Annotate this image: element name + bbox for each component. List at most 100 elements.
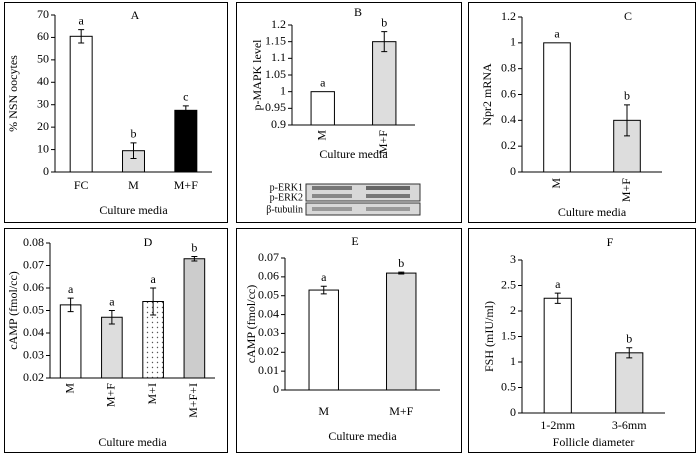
bar (174, 109, 198, 173)
error-bar (150, 287, 157, 316)
bar (101, 316, 123, 379)
error-bar (130, 142, 137, 160)
x-tick-label: M+I (145, 383, 159, 404)
x-tick-label: M (62, 383, 76, 394)
x-tick-label: M (128, 178, 139, 192)
y-tick-label: 0.01 (258, 363, 279, 377)
y-axis-label: FSH (mIU/ml) (482, 301, 496, 372)
bar (386, 272, 417, 391)
significance-letter: b (381, 15, 387, 29)
error-bar (78, 29, 85, 44)
x-tick-label: M (318, 404, 329, 418)
x-tick-label: M+F (104, 383, 118, 407)
error-bar (191, 256, 198, 262)
panel-title: F (607, 235, 614, 249)
bar (615, 352, 644, 414)
error-bar (67, 297, 74, 313)
error-bar (182, 105, 189, 116)
y-tick-label: 1.1 (271, 50, 286, 64)
y-tick-label: 0.08 (23, 235, 44, 249)
bar (69, 35, 93, 173)
western-blot (305, 183, 421, 216)
y-tick-label: 0.07 (258, 250, 279, 264)
error-bar (626, 347, 633, 359)
panel-title: B (354, 5, 362, 19)
y-tick-label: 0.04 (258, 306, 279, 320)
significance-letter: b (191, 240, 197, 254)
bar (372, 41, 397, 126)
y-tick-label: 2 (510, 303, 516, 317)
y-tick-label: 0.06 (23, 280, 44, 294)
y-tick-label: 0.2 (501, 138, 516, 152)
significance-letter: c (183, 90, 188, 104)
x-axis-label: Culture media (558, 205, 627, 219)
bar (310, 91, 335, 126)
x-axis-label: Culture media (99, 203, 168, 217)
x-tick-label: M+F+I (186, 383, 200, 418)
x-tick-label: M+F (619, 178, 633, 202)
significance-letter: a (109, 294, 115, 308)
y-tick-label: 0.02 (258, 344, 279, 358)
y-tick-label: 0.03 (258, 325, 279, 339)
y-tick-label: 10 (37, 141, 49, 155)
x-tick-label: M+F (389, 404, 413, 418)
x-tick-label: 1-2mm (540, 418, 575, 432)
y-tick-label: 0.05 (23, 302, 44, 316)
y-tick-label: 0.06 (258, 269, 279, 283)
blot-label: p-ERK2 (270, 192, 303, 203)
panel-frames (4, 2, 696, 453)
x-tick-label: M (315, 130, 329, 141)
y-tick-label: 1.2 (501, 9, 516, 23)
y-tick-label: 1 (280, 83, 286, 97)
y-tick-label: 3 (510, 252, 516, 266)
y-tick-label: 1.5 (501, 328, 516, 342)
y-tick-label: 0.02 (23, 370, 44, 384)
y-tick-label: 0.05 (258, 287, 279, 301)
y-tick-label: 1 (510, 354, 516, 368)
bar (59, 304, 82, 379)
x-tick-label: 3-6mm (612, 418, 647, 432)
bar (183, 258, 206, 379)
significance-letter: a (68, 282, 74, 296)
y-tick-label: 1.15 (265, 33, 286, 47)
y-tick-label: 30 (37, 96, 49, 110)
significance-letter: a (554, 27, 560, 41)
x-tick-label: M+F (376, 130, 390, 154)
panel-title: D (144, 235, 153, 249)
significance-letter: b (624, 89, 630, 103)
y-tick-label: 1.05 (265, 67, 286, 81)
y-tick-label: 40 (37, 74, 49, 88)
y-tick-label: 1.2 (271, 17, 286, 31)
y-tick-label: 0.07 (23, 257, 44, 271)
blot-label: β-tubulin (266, 204, 303, 215)
panel-title: A (131, 8, 140, 22)
significance-letter: b (626, 331, 632, 345)
significance-letter: a (320, 75, 326, 89)
y-tick-label: 0.04 (23, 325, 44, 339)
y-tick-label: 0.4 (501, 112, 516, 126)
y-tick-label: 50 (37, 52, 49, 66)
y-tick-label: 0.9 (271, 117, 286, 131)
significance-letter: a (555, 277, 561, 291)
x-axis-label: Culture media (328, 429, 397, 443)
y-tick-label: 20 (37, 119, 49, 133)
panel-title: C (624, 9, 632, 23)
y-tick-label: 0 (273, 382, 279, 396)
x-tick-label: M (549, 178, 563, 189)
y-axis-label: Npr2 mRNA (480, 63, 494, 126)
significance-letter: a (150, 272, 156, 286)
y-tick-label: 0.5 (501, 379, 516, 393)
y-tick-label: 0.8 (501, 60, 516, 74)
error-bar (381, 31, 388, 53)
error-bar (398, 271, 405, 275)
error-bar (624, 104, 630, 137)
x-axis-label: Culture media (98, 435, 167, 449)
y-tick-label: 60 (37, 29, 49, 43)
y-tick-label: 0 (510, 405, 516, 419)
x-axis-label: Culture media (319, 147, 388, 161)
y-tick-label: 0 (43, 164, 49, 178)
significance-letter: b (131, 127, 137, 141)
x-axis-label: Follicle diameter (553, 435, 635, 449)
significance-letter: a (321, 270, 327, 284)
